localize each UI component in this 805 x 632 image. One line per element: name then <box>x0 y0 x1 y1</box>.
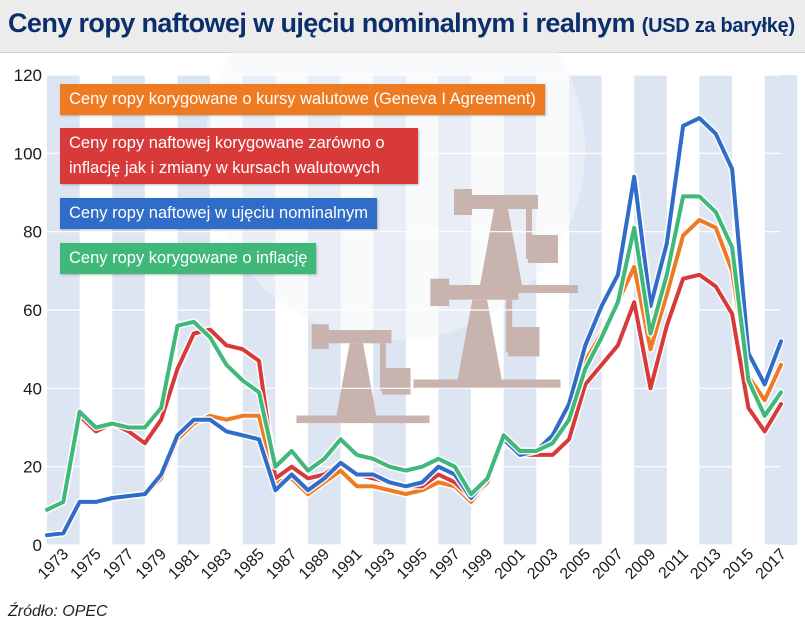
oil-pump-icon <box>296 324 430 424</box>
series-line <box>45 116 783 538</box>
x-tick-label: 1991 <box>329 546 366 583</box>
y-axis-ticks: 0 20 40 60 80 100 120 <box>14 66 42 555</box>
oil-pump-icon <box>413 278 561 388</box>
x-tick-label: 2003 <box>524 546 561 583</box>
x-tick-label: 1981 <box>165 546 202 583</box>
x-tick-label: 2005 <box>557 546 594 583</box>
legend-item-inflation-adjusted: Ceny ropy korygowane o inflację <box>60 243 317 274</box>
chart-title: Ceny ropy naftowej w ujęciu nominalnym i… <box>8 8 795 39</box>
y-tick-label: 40 <box>23 379 42 398</box>
title-main: Ceny ropy naftowej w ujęciu nominalnym i… <box>8 8 635 38</box>
x-tick-label: 2017 <box>753 546 790 583</box>
y-tick-label: 20 <box>23 458 42 477</box>
oil-pump-decorations <box>296 189 578 424</box>
series-lines <box>43 114 785 539</box>
x-tick-label: 1993 <box>361 546 398 583</box>
series-line <box>45 194 783 512</box>
x-axis-ticks: 1973197519771979198119831985198719891991… <box>35 546 790 583</box>
y-tick-label: 120 <box>14 66 42 85</box>
x-tick-label: 1989 <box>296 546 333 583</box>
x-tick-label: 2007 <box>590 546 627 583</box>
x-tick-label: 1985 <box>231 546 268 583</box>
legend-item-nominal: Ceny ropy naftowej w ujęciu nominalnym <box>60 198 377 229</box>
y-tick-label: 80 <box>23 223 42 242</box>
x-tick-label: 1997 <box>426 546 463 583</box>
x-tick-label: 1983 <box>198 546 235 583</box>
legend-item-inflation-and-currency-adjusted: Ceny ropy naftowej korygowane zarówno o … <box>60 128 418 184</box>
title-unit: (USD za baryłkę) <box>641 15 795 37</box>
legend-item-currency-adjusted: Ceny ropy korygowane o kursy walutowe (G… <box>60 84 545 115</box>
y-tick-label: 60 <box>23 301 42 320</box>
x-tick-label: 1975 <box>68 546 105 583</box>
y-tick-label: 0 <box>33 536 42 555</box>
x-tick-label: 2015 <box>720 546 757 583</box>
y-tick-label: 100 <box>14 144 42 163</box>
x-tick-label: 1977 <box>100 546 137 583</box>
x-tick-label: 2001 <box>492 546 529 583</box>
x-tick-label: 1979 <box>133 546 170 583</box>
x-tick-label: 1995 <box>394 546 431 583</box>
source-note: Źródło: OPEC <box>8 603 108 620</box>
x-tick-label: 2013 <box>687 546 724 583</box>
x-tick-label: 2011 <box>656 546 692 582</box>
x-tick-label: 2009 <box>622 546 659 583</box>
x-tick-label: 1999 <box>459 546 496 583</box>
x-tick-label: 1987 <box>263 546 300 583</box>
title-bar: Ceny ropy naftowej w ujęciu nominalnym i… <box>0 0 805 53</box>
